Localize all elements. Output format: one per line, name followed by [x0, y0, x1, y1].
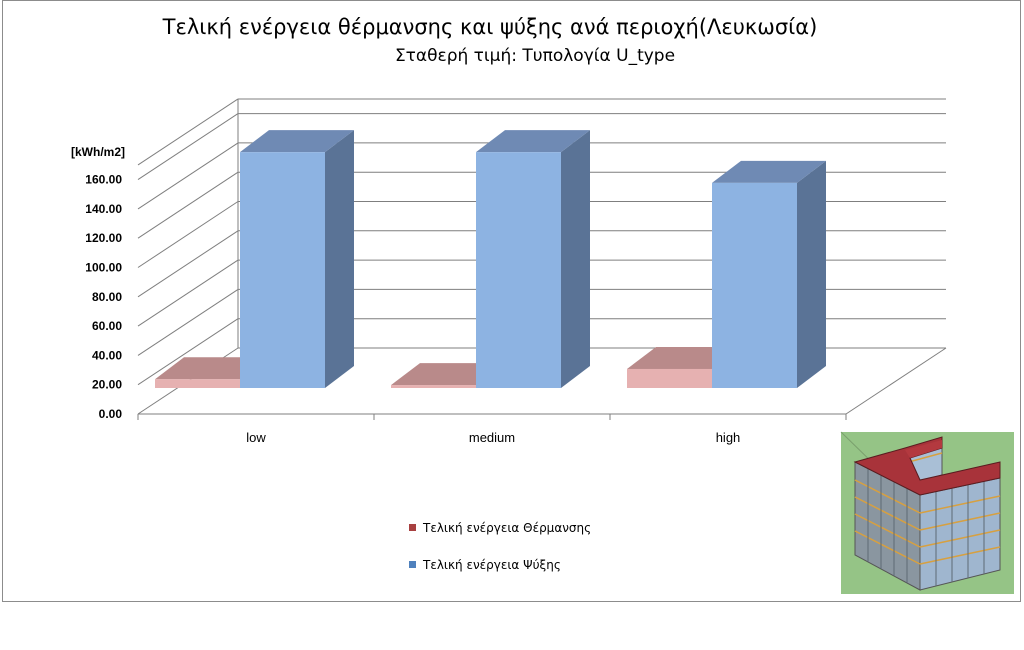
- bar-layer: [155, 130, 826, 388]
- y-tick-label: 140.00: [85, 202, 122, 216]
- floor-edge: [845, 347, 947, 415]
- bar-front: [240, 152, 325, 388]
- chart-title: Τελική ενέργεια θέρμανσης και ψύξης ανά …: [162, 15, 818, 39]
- y-tick-label: 80.00: [92, 290, 122, 304]
- bar-front: [391, 385, 476, 388]
- side-gridline: [137, 113, 239, 181]
- bar-front: [476, 152, 561, 388]
- legend-label-heating: Τελική ενέργεια Θέρμανσης: [422, 521, 591, 535]
- y-tick-label: 160.00: [85, 173, 122, 187]
- x-tick-label: medium: [469, 430, 515, 445]
- bar-front: [712, 182, 797, 388]
- category-layer: low medium high: [246, 430, 740, 445]
- y-axis-label: [kWh/m2]: [71, 145, 125, 159]
- y-tick-label: 40.00: [92, 348, 122, 362]
- bar-top: [476, 130, 590, 153]
- y-tick-label: 100.00: [85, 261, 122, 275]
- side-gridline: [137, 142, 239, 210]
- legend-swatch-heating: [409, 524, 416, 531]
- y-tick-label: 120.00: [85, 231, 122, 245]
- bar-top: [240, 130, 354, 153]
- building-3d-model-icon: [840, 431, 1014, 594]
- x-tick-label: low: [246, 430, 266, 445]
- bar-cooling-medium: [476, 130, 590, 388]
- y-tick-label: 0.00: [99, 407, 123, 421]
- bar-side: [325, 130, 354, 388]
- side-gridline: [137, 230, 239, 298]
- bar-cooling-low: [240, 130, 354, 388]
- grid-layer: [137, 98, 947, 420]
- bar-cooling-high: [712, 160, 826, 388]
- bar-side: [561, 130, 590, 388]
- bar-front: [627, 368, 712, 388]
- side-gridline: [137, 288, 239, 356]
- bar-front: [155, 379, 240, 388]
- y-tick-label: 60.00: [92, 319, 122, 333]
- bar-top: [712, 160, 826, 183]
- bar-side: [797, 160, 826, 388]
- side-gridline: [137, 201, 239, 268]
- x-tick-label: high: [716, 430, 741, 445]
- side-gridline: [137, 98, 239, 166]
- side-gridline: [137, 318, 239, 386]
- legend: Τελική ενέργεια Θέρμανσης Τελική ενέργει…: [409, 521, 591, 572]
- side-gridline: [137, 171, 239, 239]
- legend-swatch-cooling: [409, 561, 416, 568]
- side-gridline: [137, 259, 239, 327]
- tick-layer: 0.00 20.00 40.00 60.00 80.00 100.00 120.00 140.…: [85, 173, 122, 421]
- legend-label-cooling: Τελική ενέργεια Ψύξης: [422, 558, 561, 572]
- y-tick-label: 20.00: [92, 378, 122, 392]
- chart-subtitle: Σταθερή τιμή: Τυπολογία U_type: [395, 46, 675, 66]
